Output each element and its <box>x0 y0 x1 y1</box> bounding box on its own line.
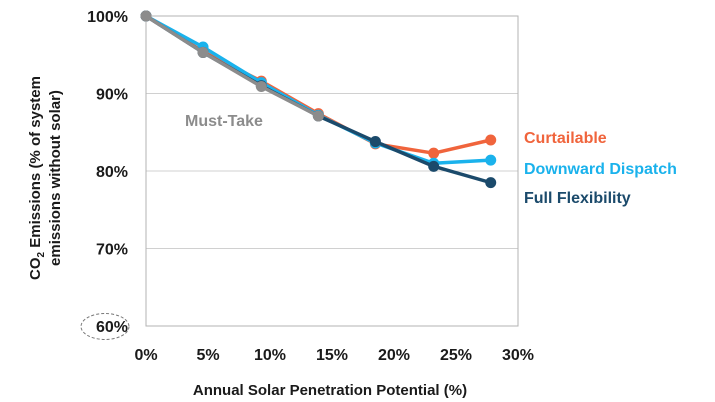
y-tick-label: 70% <box>96 242 128 259</box>
circled-tick-marker <box>80 313 130 340</box>
y-tick-label: 100% <box>87 9 128 26</box>
x-tick-label: 20% <box>378 347 410 364</box>
x-axis-title: Annual Solar Penetration Potential (%) <box>193 382 467 399</box>
data-point-curtailable <box>485 134 497 146</box>
x-tick-label: 15% <box>316 347 348 364</box>
x-tick-label: 30% <box>502 347 534 364</box>
plot-area-frame <box>145 15 519 327</box>
y-tick-label: 90% <box>96 87 128 104</box>
x-tick-label: 25% <box>440 347 472 364</box>
data-point-must-take <box>312 110 324 122</box>
series-line-downward-dispatch <box>144 14 493 165</box>
x-tick-label: 0% <box>134 347 157 364</box>
series-line-must-take <box>144 14 321 118</box>
x-tick-label: 5% <box>196 347 219 364</box>
tick-labels: 60% 70% 80% 90% 100% 0% 5% 10% 15% 20% 25% 30% <box>80 9 534 364</box>
y-tick-label: 80% <box>96 164 128 181</box>
series-label-full-flexibility: Full Flexibility <box>524 190 631 207</box>
data-point-full-flexibility <box>428 160 440 172</box>
y-axis-title-line-2: emissions without solar) <box>47 90 64 266</box>
data-point-downward-dispatch <box>485 154 497 166</box>
data-point-full-flexibility <box>485 177 497 189</box>
series-label-curtailable: Curtailable <box>524 130 607 147</box>
data-point-must-take <box>255 81 267 93</box>
data-point-must-take <box>197 46 209 58</box>
data-point-full-flexibility <box>369 136 381 148</box>
series-labels: Curtailable Downward Dispatch Full Flexibi… <box>185 113 677 207</box>
series-label-must-take: Must-Take <box>185 113 263 130</box>
series-label-downward-dispatch: Downward Dispatch <box>524 161 677 178</box>
series-line-curtailable <box>144 14 493 155</box>
data-point-must-take <box>140 10 152 22</box>
data-point-curtailable <box>428 147 440 159</box>
y-tick-label: 60% <box>96 319 128 336</box>
y-axis-title-line-1: CO2 Emissions (% of system <box>27 76 47 280</box>
series-lines <box>140 10 497 189</box>
x-tick-label: 10% <box>254 347 286 364</box>
series-line-full-flexibility <box>144 14 493 185</box>
